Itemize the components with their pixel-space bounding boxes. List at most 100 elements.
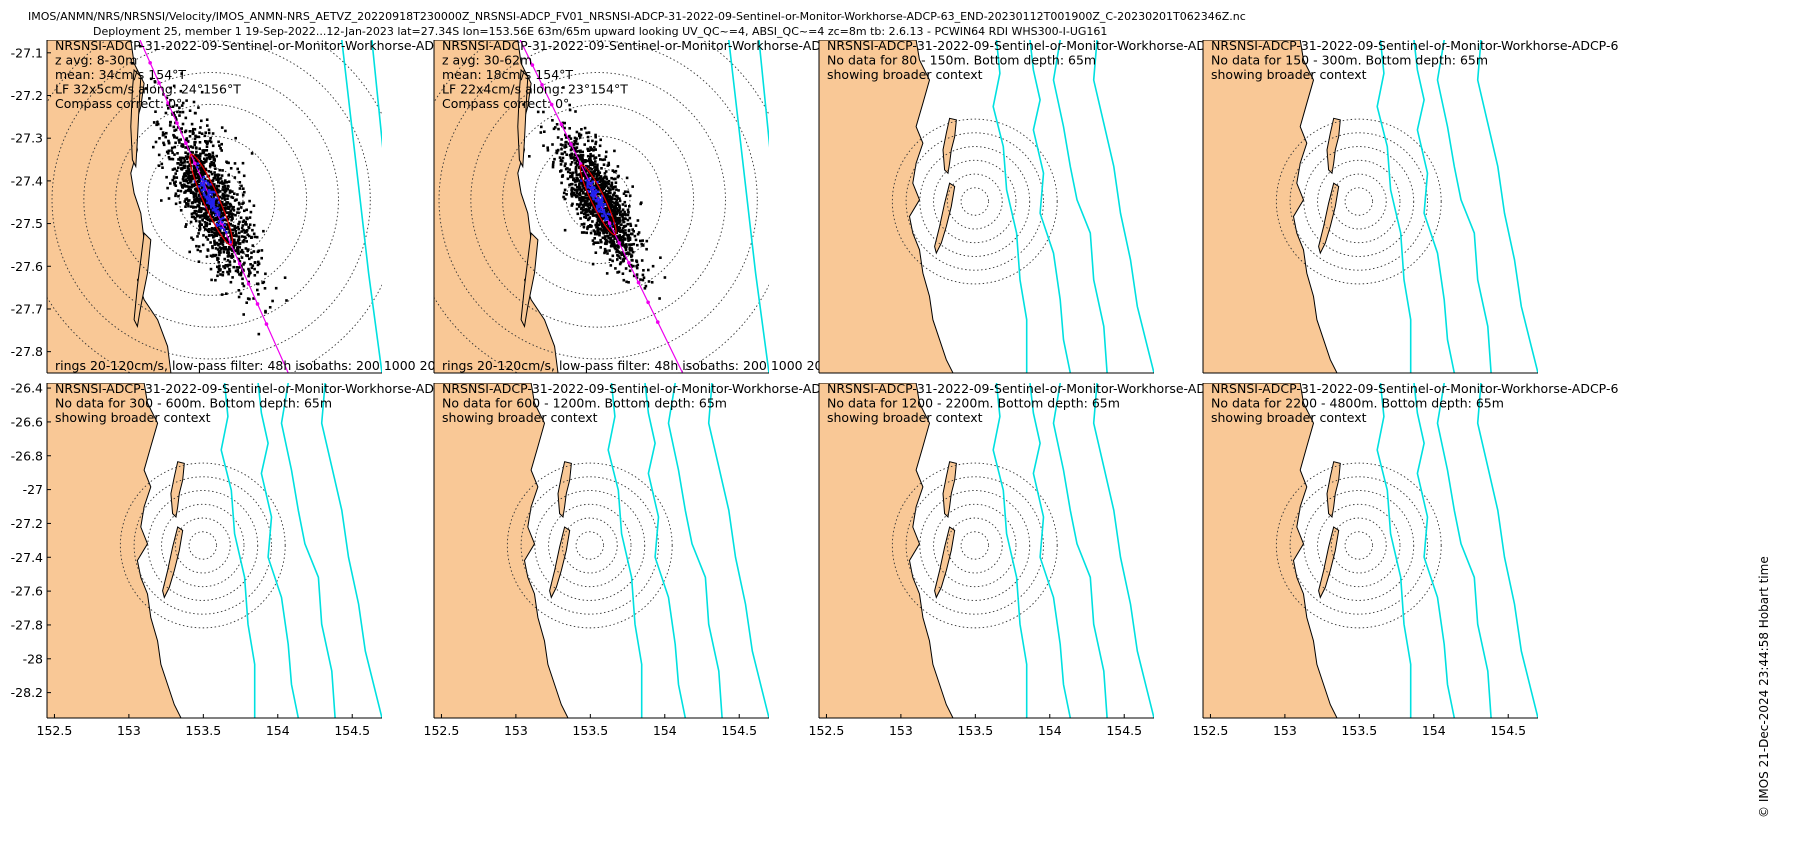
velocity-point [189, 188, 192, 192]
velocity-point [196, 214, 199, 218]
velocity-point [241, 240, 245, 243]
axis-dot [540, 82, 544, 87]
velocity-point [221, 240, 225, 244]
velocity-point [590, 172, 594, 175]
velocity-point [230, 214, 233, 217]
velocity-point [173, 136, 176, 139]
velocity-point [207, 131, 211, 135]
velocity-point [183, 175, 186, 178]
velocity-point [224, 129, 227, 133]
velocity-point [631, 259, 634, 262]
velocity-point [583, 167, 586, 171]
velocity-point [191, 151, 194, 154]
velocity-point [221, 219, 224, 222]
velocity-point [217, 188, 220, 192]
velocity-point [189, 145, 193, 148]
speed-ring [174, 517, 231, 574]
velocity-point [624, 229, 627, 232]
velocity-point [139, 44, 142, 48]
velocity-point [225, 227, 228, 230]
velocity-point [574, 147, 577, 151]
velocity-point [240, 256, 244, 259]
velocity-point [624, 204, 627, 208]
axis-dot [184, 141, 188, 146]
velocity-point [593, 146, 596, 149]
velocity-point [185, 202, 188, 205]
velocity-point [223, 266, 227, 270]
mainland [434, 383, 569, 718]
velocity-point [157, 153, 161, 157]
velocity-point [256, 282, 260, 286]
velocity-point [564, 162, 567, 165]
axis-dot [549, 102, 554, 107]
velocity-point [192, 192, 195, 195]
velocity-point [231, 217, 234, 220]
lowpass-point [204, 180, 208, 183]
panel-info-line: No data for 2200 - 4800m. Bottom depth: … [1211, 396, 1504, 411]
velocity-point [563, 126, 566, 130]
velocity-point [640, 259, 644, 262]
lowpass-point [196, 162, 200, 165]
velocity-point [201, 149, 204, 152]
velocity-point [603, 251, 606, 255]
velocity-point [239, 271, 243, 275]
velocity-point [210, 278, 213, 282]
velocity-point [628, 246, 632, 249]
velocity-point [180, 104, 184, 107]
isobath-line [667, 383, 723, 718]
velocity-point [219, 147, 222, 150]
velocity-point [591, 139, 594, 143]
velocity-point [595, 175, 598, 179]
lowpass-point [200, 178, 203, 181]
map-layer [47, 40, 382, 373]
velocity-point [634, 224, 638, 227]
speed-ring [891, 118, 1058, 285]
velocity-point [243, 209, 246, 213]
velocity-point [631, 228, 634, 231]
velocity-point [233, 228, 237, 231]
velocity-point [618, 211, 621, 214]
velocity-point [568, 134, 571, 138]
velocity-point [228, 270, 232, 273]
velocity-point [228, 260, 232, 264]
velocity-point [194, 183, 197, 187]
velocity-point [573, 158, 576, 162]
velocity-point [601, 179, 604, 183]
velocity-point [560, 138, 563, 141]
velocity-point [214, 167, 217, 170]
velocity-point [250, 251, 253, 255]
velocity-point [170, 146, 174, 150]
velocity-point [621, 243, 624, 247]
velocity-point [237, 227, 240, 231]
x-tick-label: 153.5 [1341, 723, 1377, 738]
velocity-point [606, 193, 609, 196]
panel-info-line: No data for 600 - 1200m. Bottom depth: 6… [442, 396, 727, 411]
velocity-point [587, 197, 591, 201]
velocity-point [171, 105, 175, 108]
velocity-point [214, 253, 218, 257]
velocity-point [574, 183, 577, 187]
velocity-point [600, 184, 604, 188]
y-tick-label: -27.7 [11, 301, 43, 316]
velocity-point [214, 206, 218, 210]
velocity-point [583, 215, 587, 219]
velocity-scatter [522, 86, 667, 300]
velocity-point [200, 223, 203, 226]
velocity-point [618, 205, 621, 209]
velocity-point [192, 211, 195, 215]
velocity-point [183, 159, 186, 163]
velocity-point [180, 144, 183, 148]
lowpass-point [593, 190, 596, 193]
lowpass-point [591, 180, 594, 183]
velocity-point [589, 203, 593, 207]
velocity-point [242, 201, 245, 205]
velocity-point [543, 130, 546, 133]
velocity-point [197, 245, 201, 248]
velocity-point [589, 180, 593, 183]
velocity-point [191, 184, 195, 188]
axis-dot [237, 261, 242, 266]
velocity-point [210, 228, 213, 231]
velocity-point [210, 233, 214, 237]
velocity-point [208, 139, 212, 143]
velocity-point [186, 160, 189, 164]
